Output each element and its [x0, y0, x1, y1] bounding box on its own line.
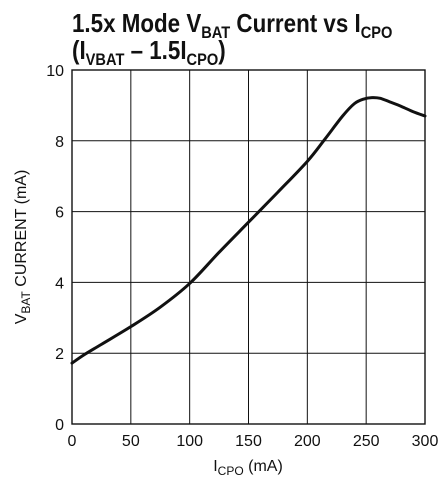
- x-tick-label: 200: [294, 433, 321, 450]
- x-tick-label: 300: [412, 433, 439, 450]
- y-tick-label: 0: [55, 417, 64, 434]
- chart-title-line-2: (IVBAT – 1.5ICPO): [72, 35, 226, 69]
- y-tick-label: 4: [55, 275, 64, 292]
- y-tick-label: 2: [55, 346, 64, 363]
- y-tick-label: 10: [46, 63, 64, 80]
- chart-title-line-1: 1.5x Mode VBAT Current vs ICPO: [72, 8, 393, 42]
- y-tick-labels: 0 2 4 6 8 10: [46, 63, 64, 434]
- x-axis-label: ICPO (mA): [213, 458, 283, 478]
- x-tick-label: 0: [68, 433, 77, 450]
- y-tick-label: 8: [55, 134, 64, 151]
- plot-frame: [71, 69, 426, 425]
- x-tick-label: 50: [122, 433, 140, 450]
- chart-title: 1.5x Mode VBAT Current vs ICPO (IVBAT – …: [72, 8, 393, 69]
- x-tick-label: 100: [176, 433, 203, 450]
- series-line: [70, 96, 427, 365]
- x-tick-label: 150: [235, 433, 262, 450]
- grid: [71, 69, 426, 425]
- y-axis-label: VBAT CURRENT (mA): [13, 170, 33, 325]
- x-tick-labels: 0 50 100 150 200 250 300: [68, 433, 439, 450]
- y-tick-label: 6: [55, 205, 64, 222]
- x-tick-label: 250: [353, 433, 380, 450]
